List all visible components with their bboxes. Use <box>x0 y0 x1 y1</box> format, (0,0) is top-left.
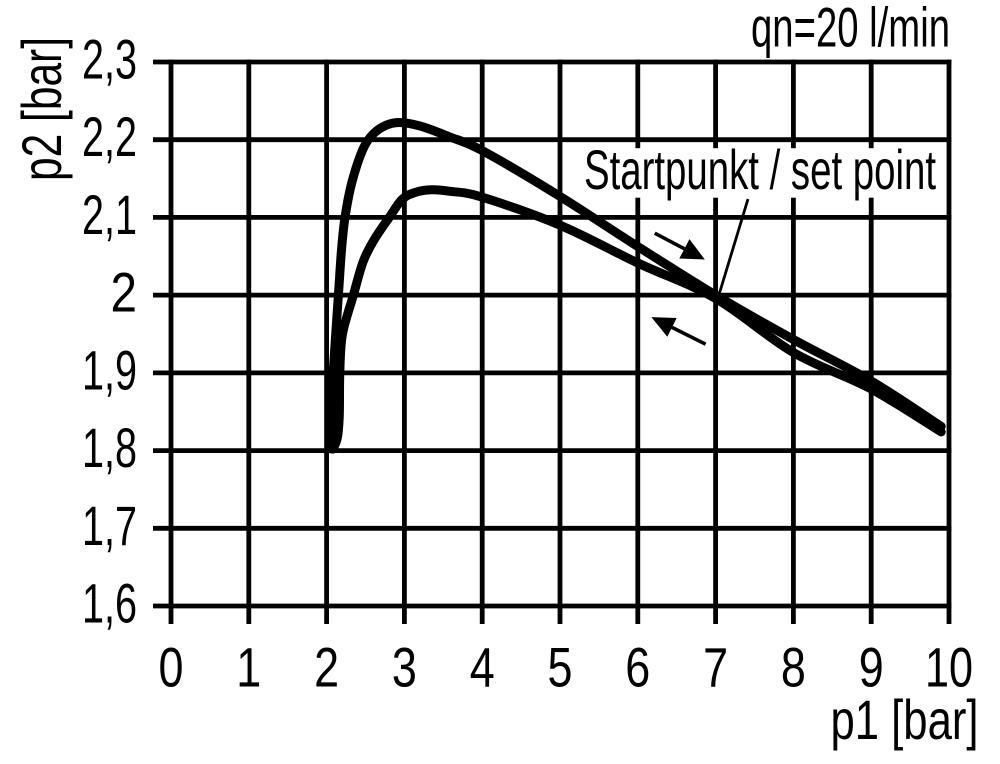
svg-text:2,1: 2,1 <box>82 183 137 246</box>
svg-text:5: 5 <box>548 636 573 699</box>
svg-text:p1 [bar]: p1 [bar] <box>831 688 979 751</box>
svg-text:1,7: 1,7 <box>82 494 137 557</box>
svg-text:4: 4 <box>470 636 495 699</box>
svg-text:qn=20 l/min: qn=20 l/min <box>751 0 950 58</box>
svg-text:10: 10 <box>925 636 973 699</box>
svg-text:2: 2 <box>314 636 339 699</box>
svg-text:9: 9 <box>859 636 884 699</box>
svg-text:6: 6 <box>625 636 650 699</box>
svg-text:1,9: 1,9 <box>82 338 137 401</box>
svg-text:8: 8 <box>781 636 806 699</box>
svg-text:7: 7 <box>703 636 728 699</box>
svg-text:1,6: 1,6 <box>82 572 137 635</box>
svg-text:2: 2 <box>111 261 138 324</box>
svg-text:p2 [bar]: p2 [bar] <box>10 37 73 181</box>
svg-text:1: 1 <box>236 636 261 699</box>
svg-text:2,2: 2,2 <box>82 105 137 168</box>
svg-text:3: 3 <box>392 636 417 699</box>
svg-text:0: 0 <box>159 636 184 699</box>
svg-text:2,3: 2,3 <box>82 28 137 91</box>
svg-text:Startpunkt / set point: Startpunkt / set point <box>584 138 936 201</box>
svg-text:1,8: 1,8 <box>82 416 137 479</box>
